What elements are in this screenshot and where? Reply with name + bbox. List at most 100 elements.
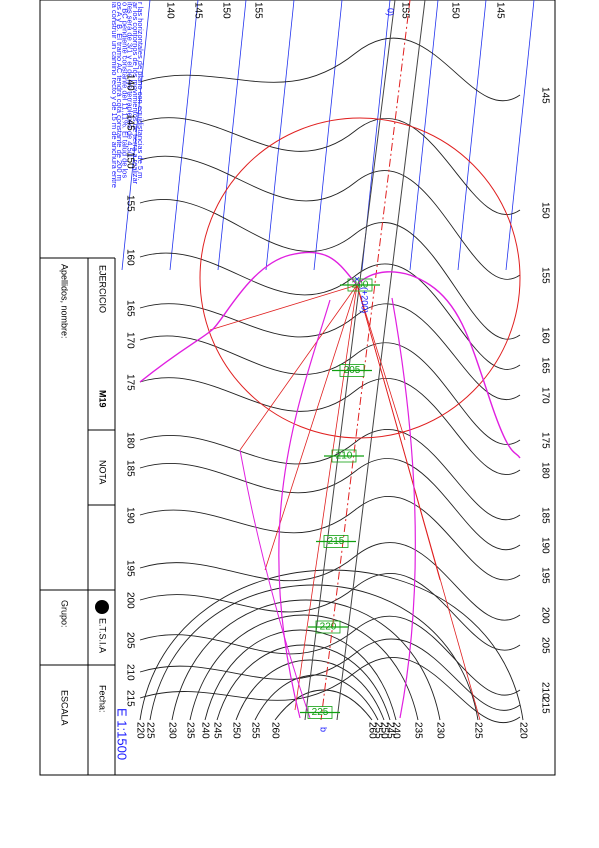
road-label-box xyxy=(315,620,341,634)
red-ray xyxy=(264,284,358,571)
contour xyxy=(139,199,521,340)
contour-label: 195 xyxy=(124,560,135,577)
contour-label: 190 xyxy=(124,507,135,524)
school: E.T.S.I.A xyxy=(98,618,108,653)
contour-label: 240 xyxy=(199,722,210,739)
contour-label: 215 xyxy=(539,697,550,714)
contour-label: 155 xyxy=(539,267,550,284)
grid-line xyxy=(313,0,343,271)
contour-label: 250 xyxy=(378,722,389,739)
contour xyxy=(139,638,521,711)
contour-label: 260 xyxy=(269,722,280,739)
contour-label: 245 xyxy=(384,722,395,739)
contour xyxy=(171,599,441,721)
contour-label: 220 xyxy=(134,722,145,739)
map xyxy=(121,0,535,724)
contour-label: 180 xyxy=(539,462,550,479)
road-edge xyxy=(304,0,396,721)
grade-label: NOTA xyxy=(98,460,108,484)
red-circle xyxy=(199,117,521,439)
school-logo xyxy=(95,600,109,614)
red-ray xyxy=(356,284,481,721)
contour xyxy=(139,335,521,445)
contour-label: 140 xyxy=(124,74,135,91)
contour xyxy=(139,458,521,551)
contour-label: 160 xyxy=(124,249,135,266)
red-ray xyxy=(209,284,358,331)
point-label: 0) xyxy=(386,8,396,16)
contour-label: 180 xyxy=(124,432,135,449)
exercise: M19 xyxy=(98,390,108,408)
contour xyxy=(274,689,373,721)
contour-label: 200 xyxy=(539,607,550,624)
statement-line: o BC pendiente constante del 11,11%. El … xyxy=(120,2,129,178)
road-label: 215 xyxy=(328,536,345,547)
contour xyxy=(139,569,524,721)
contour-label: 230 xyxy=(434,722,445,739)
road-label-box xyxy=(347,278,373,292)
contour-label: 225 xyxy=(472,722,483,739)
contour-label: 165 xyxy=(539,357,550,374)
contour xyxy=(139,541,521,621)
contour-label: 235 xyxy=(412,722,423,739)
grid-line xyxy=(121,0,151,271)
contour xyxy=(149,584,479,721)
contour-label: 210 xyxy=(124,664,135,681)
contour-label: 165 xyxy=(124,300,135,317)
contour-label: 150 xyxy=(449,2,460,19)
scale-label: ESCALA xyxy=(60,690,70,726)
road-label: 220 xyxy=(320,622,337,633)
contour-label: 200 xyxy=(124,592,135,609)
contour-label: 160 xyxy=(539,327,550,344)
road-edge xyxy=(336,0,426,721)
road-label: 205 xyxy=(344,365,361,376)
contour-label: 240 xyxy=(390,722,401,739)
grid-line xyxy=(457,0,487,271)
statement-line: os A y B. El tramo AC tendrá cota consta… xyxy=(115,2,124,181)
red-ray xyxy=(356,284,406,441)
statement-line: ia construir un camino recto y de 15 m d… xyxy=(110,2,119,188)
road-label-box xyxy=(323,535,349,548)
contour-label: 175 xyxy=(124,374,135,391)
contour-label: 155 xyxy=(124,195,135,212)
contour xyxy=(204,629,397,721)
contour-label: 260 xyxy=(366,722,377,739)
contour-label: 205 xyxy=(124,632,135,649)
road-label-box xyxy=(331,449,357,463)
road-label-box xyxy=(339,364,365,377)
statement-line: ar los contornos de los movimientos de t… xyxy=(131,2,140,185)
contour xyxy=(189,614,419,721)
earthwork-outline xyxy=(239,449,311,719)
title-block xyxy=(40,257,116,775)
earthwork-outline xyxy=(391,297,416,719)
contour-label: 155 xyxy=(252,2,263,19)
contour-label: 145 xyxy=(539,87,550,104)
contour-label: 255 xyxy=(372,722,383,739)
contour-label: 215 xyxy=(124,690,135,707)
contour-label: 170 xyxy=(539,387,550,404)
contour xyxy=(139,252,521,370)
contour xyxy=(139,428,521,521)
contour-label: 220 xyxy=(517,722,528,739)
statement-line: ites será de 3/1 y el de los terraplenes… xyxy=(126,2,135,160)
contour-label: 155 xyxy=(399,2,410,19)
point-label: b xyxy=(319,727,329,732)
grid-line xyxy=(505,0,535,271)
contour xyxy=(139,495,521,581)
contour-label: 235 xyxy=(184,722,195,739)
contour xyxy=(216,644,391,721)
cross: × xyxy=(354,275,360,286)
contour-label: 150 xyxy=(220,2,231,19)
contour xyxy=(139,572,521,651)
date-label: Fecha: xyxy=(98,685,108,713)
road-label-box xyxy=(307,706,333,719)
sheet-border xyxy=(39,0,556,776)
contour-label: 150 xyxy=(124,152,135,169)
grid-line xyxy=(409,0,439,271)
contour-label: 185 xyxy=(124,460,135,477)
statement-line: r las horizontales de plano con equidist… xyxy=(136,2,145,180)
contour-label: 255 xyxy=(249,722,260,739)
contour xyxy=(139,377,521,476)
elevation-label: (+200) xyxy=(360,287,370,313)
